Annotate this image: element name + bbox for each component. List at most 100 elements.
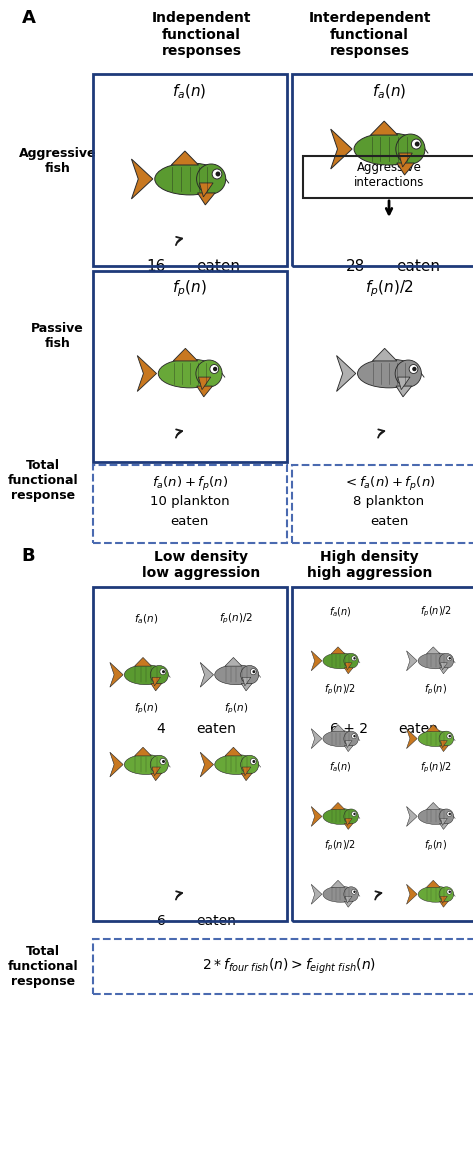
Text: 6: 6 [156, 914, 165, 928]
Text: 6 + 2: 6 + 2 [329, 722, 368, 736]
Polygon shape [331, 129, 352, 169]
Ellipse shape [439, 886, 454, 901]
Circle shape [448, 657, 451, 659]
Circle shape [213, 366, 217, 371]
Polygon shape [439, 668, 448, 673]
Text: $f_a(n)$: $f_a(n)$ [372, 83, 406, 100]
Polygon shape [135, 657, 152, 666]
Bar [92, 587, 287, 921]
Polygon shape [171, 151, 199, 165]
Ellipse shape [215, 755, 258, 775]
Circle shape [448, 813, 451, 815]
Ellipse shape [418, 886, 453, 902]
Text: Low density
low aggression: Low density low aggression [142, 550, 261, 580]
Polygon shape [396, 386, 412, 397]
Polygon shape [345, 741, 352, 748]
Ellipse shape [418, 808, 453, 825]
Text: $f_p(n)$: $f_p(n)$ [424, 683, 447, 697]
Text: $f_p(n)/2$: $f_p(n)/2$ [324, 683, 356, 697]
Polygon shape [407, 729, 417, 749]
Polygon shape [407, 651, 417, 671]
Text: $f_p(n)/2$: $f_p(n)/2$ [324, 839, 356, 852]
Text: $f_p(n)/2$: $f_p(n)/2$ [419, 605, 452, 620]
Ellipse shape [241, 755, 259, 773]
Polygon shape [152, 677, 161, 686]
Bar [292, 465, 474, 543]
Text: Aggressive
interactions: Aggressive interactions [354, 160, 424, 190]
Polygon shape [440, 819, 447, 826]
Ellipse shape [323, 652, 358, 669]
Ellipse shape [323, 886, 358, 902]
Text: 16: 16 [146, 259, 165, 274]
Polygon shape [242, 677, 251, 686]
Ellipse shape [396, 134, 425, 164]
Circle shape [252, 670, 255, 673]
Polygon shape [344, 745, 353, 751]
Circle shape [352, 812, 356, 816]
Circle shape [415, 142, 419, 147]
Polygon shape [151, 773, 162, 780]
Text: $2* f_{four\ fish}(n) > f_{eight\ fish}(n)$: $2* f_{four\ fish}(n) > f_{eight\ fish}(… [202, 956, 376, 976]
Text: $f_p(n)/2$: $f_p(n)/2$ [419, 761, 452, 775]
Circle shape [448, 735, 451, 737]
Circle shape [250, 758, 256, 764]
Ellipse shape [155, 163, 225, 195]
Polygon shape [131, 159, 153, 199]
Polygon shape [439, 745, 448, 751]
Circle shape [409, 364, 418, 373]
Polygon shape [440, 897, 447, 904]
Circle shape [352, 890, 356, 894]
Polygon shape [345, 663, 352, 670]
Text: $f_a(n)+f_p(n)$: $f_a(n)+f_p(n)$ [152, 476, 228, 493]
Ellipse shape [439, 809, 454, 823]
Ellipse shape [215, 665, 258, 685]
Polygon shape [311, 884, 322, 904]
Ellipse shape [150, 665, 168, 684]
Circle shape [447, 812, 452, 816]
Ellipse shape [354, 133, 424, 165]
Text: 8 plankton: 8 plankton [354, 495, 425, 508]
Ellipse shape [439, 732, 454, 747]
Ellipse shape [344, 809, 358, 823]
Bar [292, 74, 474, 266]
Polygon shape [344, 901, 353, 907]
Polygon shape [427, 725, 440, 732]
Polygon shape [201, 752, 213, 777]
Polygon shape [197, 386, 212, 397]
Polygon shape [440, 663, 447, 670]
Ellipse shape [124, 665, 168, 685]
Polygon shape [345, 819, 352, 826]
Polygon shape [225, 748, 242, 756]
Polygon shape [311, 806, 322, 827]
Text: B: B [22, 547, 35, 565]
Text: $f_a(n)$: $f_a(n)$ [329, 761, 352, 775]
Polygon shape [407, 884, 417, 904]
Polygon shape [399, 154, 412, 167]
Circle shape [252, 759, 255, 763]
Polygon shape [397, 163, 414, 174]
Text: $<f_a(n)+f_p(n)$: $<f_a(n)+f_p(n)$ [343, 476, 435, 493]
Polygon shape [439, 901, 448, 907]
Text: Total
functional
response: Total functional response [8, 944, 78, 987]
Text: High density
high aggression: High density high aggression [307, 550, 432, 580]
Text: eaten: eaten [197, 259, 241, 274]
Bar [303, 156, 474, 198]
Text: eaten: eaten [171, 515, 209, 528]
Circle shape [216, 171, 220, 177]
Polygon shape [135, 748, 152, 756]
Text: 4: 4 [157, 722, 165, 736]
Text: $f_p(n)$: $f_p(n)$ [424, 839, 447, 852]
Bar [292, 587, 474, 921]
Ellipse shape [344, 886, 358, 901]
Circle shape [353, 735, 356, 737]
Text: $f_p(n)/2$: $f_p(n)/2$ [219, 612, 254, 627]
Polygon shape [344, 668, 353, 673]
Polygon shape [137, 356, 156, 392]
Ellipse shape [241, 665, 259, 684]
Polygon shape [242, 768, 251, 776]
Bar [92, 271, 287, 462]
Text: eaten: eaten [197, 914, 237, 928]
Text: $f_a(n)$: $f_a(n)$ [173, 83, 207, 100]
Circle shape [447, 890, 452, 894]
Polygon shape [198, 193, 215, 205]
